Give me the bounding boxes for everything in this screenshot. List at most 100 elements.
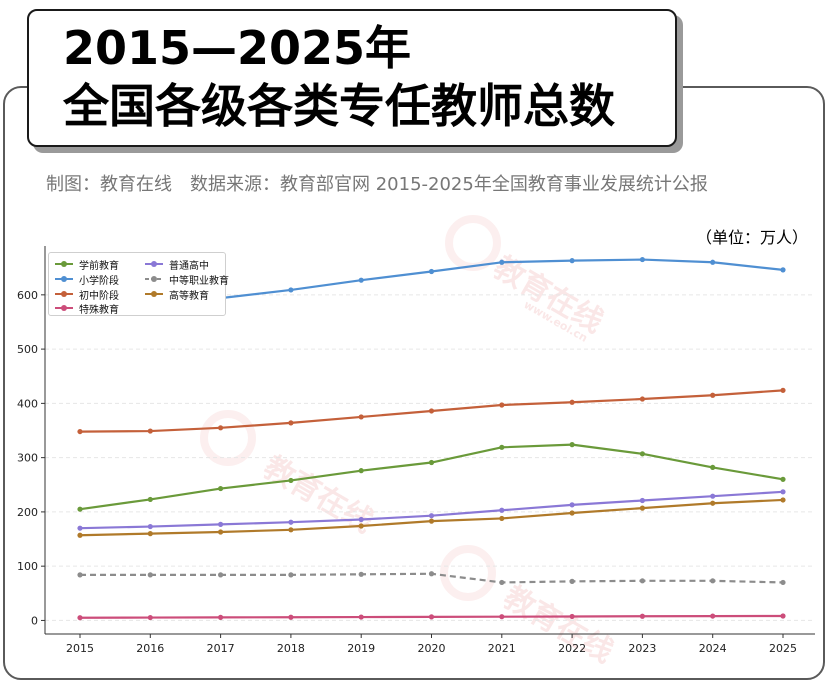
legend-item: 学前教育: [55, 257, 119, 272]
x-tick-label: 2024: [699, 642, 727, 655]
data-point: [710, 392, 716, 398]
data-point: [499, 444, 505, 450]
legend-label: 初中阶段: [79, 290, 119, 302]
data-point: [288, 614, 294, 620]
data-point: [428, 459, 435, 466]
y-tick-label: 600: [17, 289, 38, 302]
data-point: [569, 258, 575, 264]
series-高等教育: [77, 497, 786, 538]
data-point: [710, 259, 716, 265]
series-学前教育: [77, 442, 786, 512]
data-point: [218, 529, 224, 535]
y-tick-label: 100: [17, 560, 38, 573]
x-tick-label: 2021: [488, 642, 516, 655]
data-point: [218, 485, 224, 492]
x-tick-label: 2017: [207, 642, 235, 655]
data-point: [639, 497, 646, 504]
data-point: [147, 572, 153, 578]
y-tick-label: 400: [17, 397, 38, 410]
x-tick-label: 2023: [628, 642, 656, 655]
data-point: [77, 428, 83, 435]
data-point: [639, 613, 646, 619]
legend-label: 普通高中: [169, 260, 209, 272]
data-point: [569, 510, 575, 516]
legend-item: 初中阶段: [55, 287, 119, 302]
x-tick-label: 2015: [66, 642, 94, 655]
y-tick-label: 200: [17, 506, 38, 519]
data-point: [710, 493, 716, 499]
x-tick-label: 2019: [347, 642, 375, 655]
data-point: [639, 396, 646, 402]
data-point: [499, 507, 505, 513]
data-point: [780, 497, 786, 503]
data-point: [428, 513, 435, 519]
legend-label: 小学阶段: [79, 275, 119, 287]
legend-item: 小学阶段: [55, 272, 119, 287]
data-point: [569, 613, 575, 620]
legend-swatch: [55, 290, 73, 298]
title-line-1: 2015—2025年: [63, 21, 412, 75]
data-point: [428, 408, 435, 414]
legend-item: 中等职业教育: [145, 272, 229, 287]
legend: 学前教育 普通高中小学阶段 中等职业教育初中阶段 高等教育特殊教育: [48, 252, 229, 316]
data-point: [77, 525, 83, 531]
series-初中阶段: [77, 387, 786, 435]
x-tick-label: 2020: [418, 642, 446, 655]
data-point: [780, 267, 786, 273]
data-point: [358, 468, 364, 474]
data-source: 数据来源：教育部官网 2015-2025年全国教育事业发展统计公报: [190, 174, 708, 195]
legend-swatch: [55, 304, 73, 312]
legend-label: 中等职业教育: [169, 275, 229, 287]
data-point: [710, 578, 716, 584]
data-point: [710, 500, 716, 506]
data-point: [499, 259, 505, 265]
data-point: [288, 420, 294, 426]
legend-item: 特殊教育: [55, 301, 119, 316]
series-中等职业教育: [77, 571, 786, 586]
data-point: [358, 414, 364, 420]
axes: [41, 246, 815, 638]
x-tick-label: 2018: [277, 642, 305, 655]
data-point: [358, 277, 364, 283]
data-point: [499, 515, 505, 522]
data-point: [428, 268, 435, 275]
data-point: [780, 489, 786, 495]
data-point: [147, 531, 153, 537]
x-tick-label: 2022: [558, 642, 586, 655]
data-point: [780, 579, 786, 586]
y-tick-label: 0: [31, 614, 38, 627]
data-point: [77, 532, 83, 538]
legend-swatch: [55, 260, 73, 268]
chart-card: [3, 86, 825, 680]
data-point: [288, 519, 294, 525]
legend-swatch: [55, 275, 73, 283]
data-point: [639, 451, 646, 457]
data-point: [218, 521, 224, 527]
legend-swatch: [145, 290, 163, 298]
data-point: [218, 572, 224, 578]
data-point: [147, 614, 153, 621]
subtitle: 制图：教育在线 数据来源：教育部官网 2015-2025年全国教育事业发展统计公报: [46, 170, 708, 196]
unit-label: （单位：万人）: [696, 228, 809, 247]
data-point: [569, 502, 575, 508]
data-point: [77, 506, 83, 512]
data-point: [710, 464, 716, 471]
data-point: [147, 496, 153, 503]
data-point: [358, 516, 364, 523]
data-point: [499, 579, 505, 586]
data-point: [147, 428, 153, 434]
title-box: 2015—2025年 全国各级各类专任教师总数: [27, 9, 677, 147]
x-tick-label: 2016: [136, 642, 164, 655]
y-tick-label: 500: [17, 343, 38, 356]
legend-label: 高等教育: [169, 290, 209, 302]
watermark-logo-icon: [200, 410, 256, 466]
data-point: [147, 523, 153, 530]
data-point: [218, 614, 224, 620]
data-point: [77, 615, 83, 621]
data-point: [569, 442, 575, 448]
legend-label: 学前教育: [79, 260, 119, 272]
title-line-2: 全国各级各类专任教师总数: [63, 79, 615, 133]
data-point: [428, 614, 435, 620]
data-point: [428, 518, 435, 524]
